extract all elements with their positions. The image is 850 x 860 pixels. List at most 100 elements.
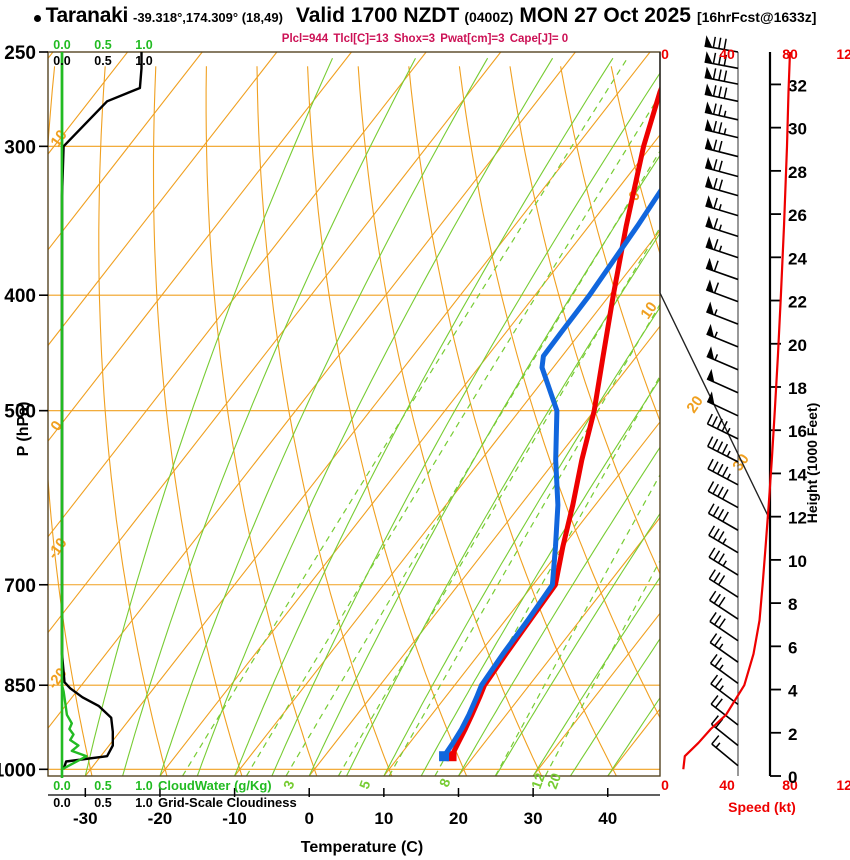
wind-barb — [709, 633, 739, 663]
speed-tick-label-bottom: 0 — [661, 777, 669, 793]
temperature-tick-label: 10 — [374, 809, 393, 828]
temperature-ticks: -30 -20 -10 0 10 20 30 40 — [73, 788, 617, 828]
wind-barb — [704, 118, 739, 139]
index-pwat: Pwat[cm]=3 — [440, 33, 505, 45]
cloudiness-profile — [60, 52, 143, 770]
height-axis-label: Height (1000 Feet) — [804, 402, 820, 524]
temperature-tick-label: -20 — [148, 809, 173, 828]
temperature-axis-label: Temperature (C) — [301, 839, 423, 856]
cloudiness-scale-tick: 0.0 — [53, 796, 70, 810]
wind-barb — [706, 391, 739, 417]
wind-speed-profile — [682, 51, 792, 770]
station-name: Taranaki — [45, 4, 129, 27]
wind-barb — [710, 695, 739, 726]
wind-barb — [705, 215, 739, 238]
cloudwater-scale-tick: 1.0 — [135, 38, 152, 52]
cloudwater-scale-tick: 0.5 — [94, 38, 111, 52]
wind-barb — [709, 590, 739, 620]
wind-barb — [705, 279, 739, 303]
wind-barb-column — [659, 35, 771, 776]
speed-tick-label-top: 120 — [836, 46, 850, 62]
cloudiness-scale-tick: 1.0 — [135, 796, 152, 810]
cloudiness-scale-tick: 1.0 — [135, 54, 152, 68]
mixing-ratio-label: 20 — [544, 771, 564, 791]
speed-tick-label-bottom: 120 — [836, 777, 850, 793]
mixing-ratio-label: 12 — [528, 771, 548, 791]
mixing-ratio-label: 3 — [280, 778, 298, 791]
wind-barb — [706, 346, 739, 371]
speed-tick-label-bottom: 40 — [719, 777, 735, 793]
speed-tick-label-top: 0 — [661, 46, 669, 62]
wind-barb — [710, 715, 739, 747]
height-tick-label: 28 — [788, 163, 807, 182]
pressure-tick-label: 850 — [4, 676, 36, 697]
speed-tick-label-bottom: 80 — [782, 777, 798, 793]
speed-axis-label: Speed (kt) — [728, 799, 796, 815]
height-tick-label: 4 — [788, 682, 798, 701]
pressure-ticks: 250 300 400 500 700 850 1000 — [0, 43, 48, 781]
cloudiness-scale-tick: 0.5 — [94, 54, 111, 68]
height-tick-label: 8 — [788, 595, 797, 614]
wind-barb — [704, 35, 739, 53]
index-tlcl: Tlcl[C]=13 — [333, 33, 389, 45]
wind-barb — [709, 612, 739, 642]
pressure-tick-label: 500 — [4, 402, 36, 423]
wind-barb — [704, 101, 739, 121]
station-coordinates: -39.318°,174.309° (18,49) — [133, 10, 283, 25]
height-tick-label: 22 — [788, 293, 807, 312]
wind-barb — [707, 436, 739, 463]
bottom-scale-legend: 0.0 0.0 0.5 0.5 1.0 1.0 CloudWater (g/Kg) Grid-… — [48, 778, 660, 810]
wind-barb — [704, 51, 739, 70]
page-header: Taranaki -39.318°,174.309° (18,49) Valid… — [0, 4, 850, 30]
sounding-indices: Plcl=944 Tlcl[C]=13 Shox=3 Pwat[cm]=3 Ca… — [0, 33, 850, 45]
cloudwater-scale-tick: 0.0 — [53, 38, 70, 52]
height-tick-label: 32 — [788, 76, 807, 95]
isotherm-lines — [48, 52, 660, 776]
pressure-tick-label: 700 — [4, 576, 36, 597]
height-tick-label: 10 — [788, 552, 807, 571]
wind-barb — [705, 257, 739, 281]
cloudiness-scale-tick: 0.5 — [94, 796, 111, 810]
index-shox: Shox=3 — [393, 33, 436, 45]
wind-barb — [705, 175, 739, 197]
dewpoint-profile-endpoint — [439, 751, 450, 762]
temperature-tick-label: 20 — [449, 809, 468, 828]
speed-tick-label-top: 40 — [719, 46, 735, 62]
wind-barb — [704, 83, 739, 103]
cloudwater-profile — [60, 52, 88, 771]
cloudwater-scale-tick: 0.0 — [53, 779, 70, 793]
mixing-ratio-label: 5 — [356, 778, 374, 791]
left-scale-labels: 0.0 0.0 0.5 0.5 1.0 1.0 — [53, 38, 152, 68]
height-tick-label: 16 — [788, 422, 807, 441]
station-marker-icon — [33, 15, 41, 22]
height-tick-label: 26 — [788, 206, 807, 225]
height-tick-label: 12 — [788, 509, 807, 528]
height-tick-label: 2 — [788, 725, 797, 744]
isotherm-label: 10 — [637, 299, 660, 322]
height-tick-label: 6 — [788, 638, 797, 657]
wind-barb — [707, 503, 739, 531]
mixing-ratio-lines — [181, 57, 660, 776]
cloudwater-legend-label: CloudWater (g/Kg) — [158, 778, 272, 793]
temperature-tick-label: -10 — [222, 809, 247, 828]
wind-barb — [711, 735, 739, 767]
wind-barb — [704, 137, 739, 158]
temperature-profile — [446, 85, 660, 762]
saturated-adiabat-lines — [84, 57, 660, 776]
cloudiness-legend-label: Grid-Scale Cloudiness — [158, 795, 297, 810]
height-tick-label: 14 — [788, 465, 807, 484]
wind-barb — [708, 569, 739, 598]
cloudiness-scale-tick: 0.0 — [53, 54, 70, 68]
wind-barb — [706, 413, 739, 440]
height-tick-label: 30 — [788, 120, 807, 139]
pressure-tick-label: 300 — [4, 137, 36, 158]
dewpoint-profile — [439, 187, 660, 762]
speed-height-panel: 0040408080120120Speed (kt)02468101214161… — [661, 46, 850, 815]
isotherm-label: 20 — [683, 393, 706, 416]
forecast-info: [16hrFcst@1633z] — [696, 9, 817, 25]
cloudwater-scale-tick: 1.0 — [135, 779, 152, 793]
temperature-tick-label: 0 — [304, 809, 313, 828]
mixing-ratio-label: 8 — [436, 776, 454, 789]
pressure-tick-label: 250 — [4, 43, 36, 64]
temperature-profile-endpoint — [446, 751, 457, 762]
